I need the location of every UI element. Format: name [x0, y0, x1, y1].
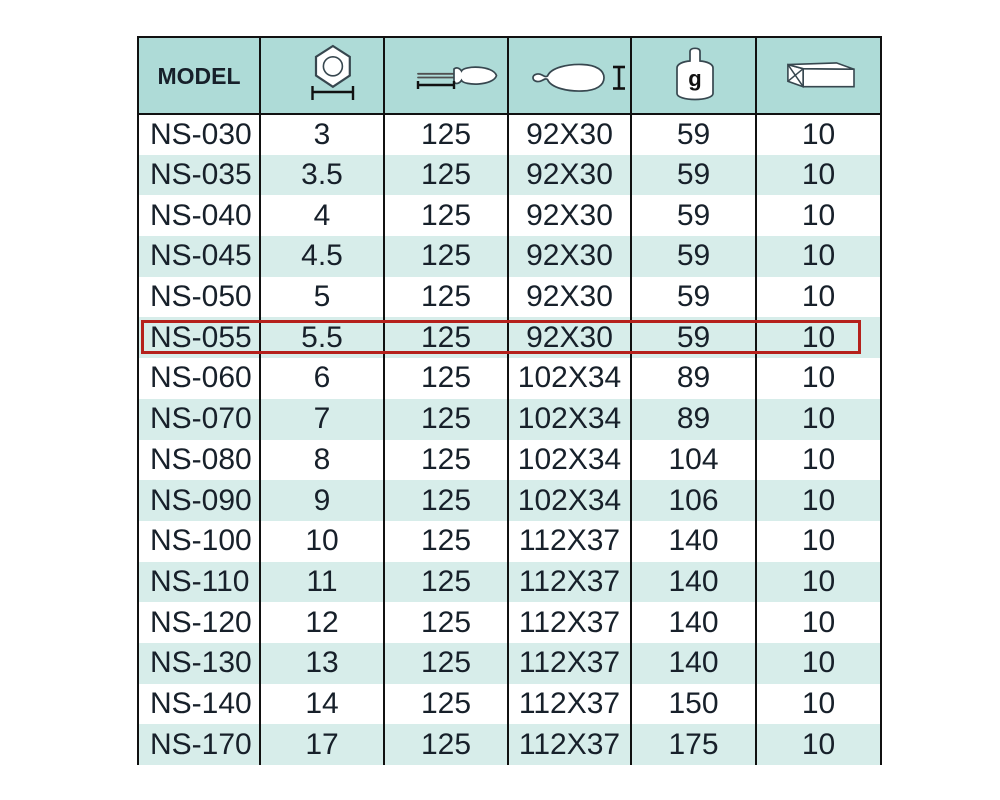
- svg-text:g: g: [688, 66, 701, 91]
